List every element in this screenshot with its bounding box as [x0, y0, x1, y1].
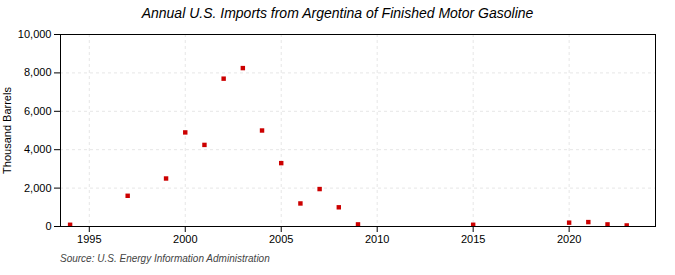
svg-text:2010: 2010 — [365, 233, 389, 245]
svg-text:4,000: 4,000 — [24, 143, 52, 155]
svg-text:2020: 2020 — [557, 233, 581, 245]
svg-text:Thousand Barrels: Thousand Barrels — [1, 87, 13, 174]
svg-text:1995: 1995 — [77, 233, 101, 245]
svg-text:2000: 2000 — [173, 233, 197, 245]
svg-text:2005: 2005 — [269, 233, 293, 245]
svg-text:2,000: 2,000 — [24, 182, 52, 194]
svg-text:0: 0 — [45, 220, 51, 232]
html-text:Annual U.S. Imports from Argen: Annual U.S. Imports from Argentina of Fi… — [141, 5, 534, 21]
svg-text:10,000: 10,000 — [18, 28, 52, 40]
svg-text:2015: 2015 — [461, 233, 485, 245]
html-text:Source: U.S. Energy Informatio: Source: U.S. Energy Information Administ… — [60, 253, 270, 264]
svg-text:8,000: 8,000 — [24, 66, 52, 78]
svg-text:6,000: 6,000 — [24, 105, 52, 117]
